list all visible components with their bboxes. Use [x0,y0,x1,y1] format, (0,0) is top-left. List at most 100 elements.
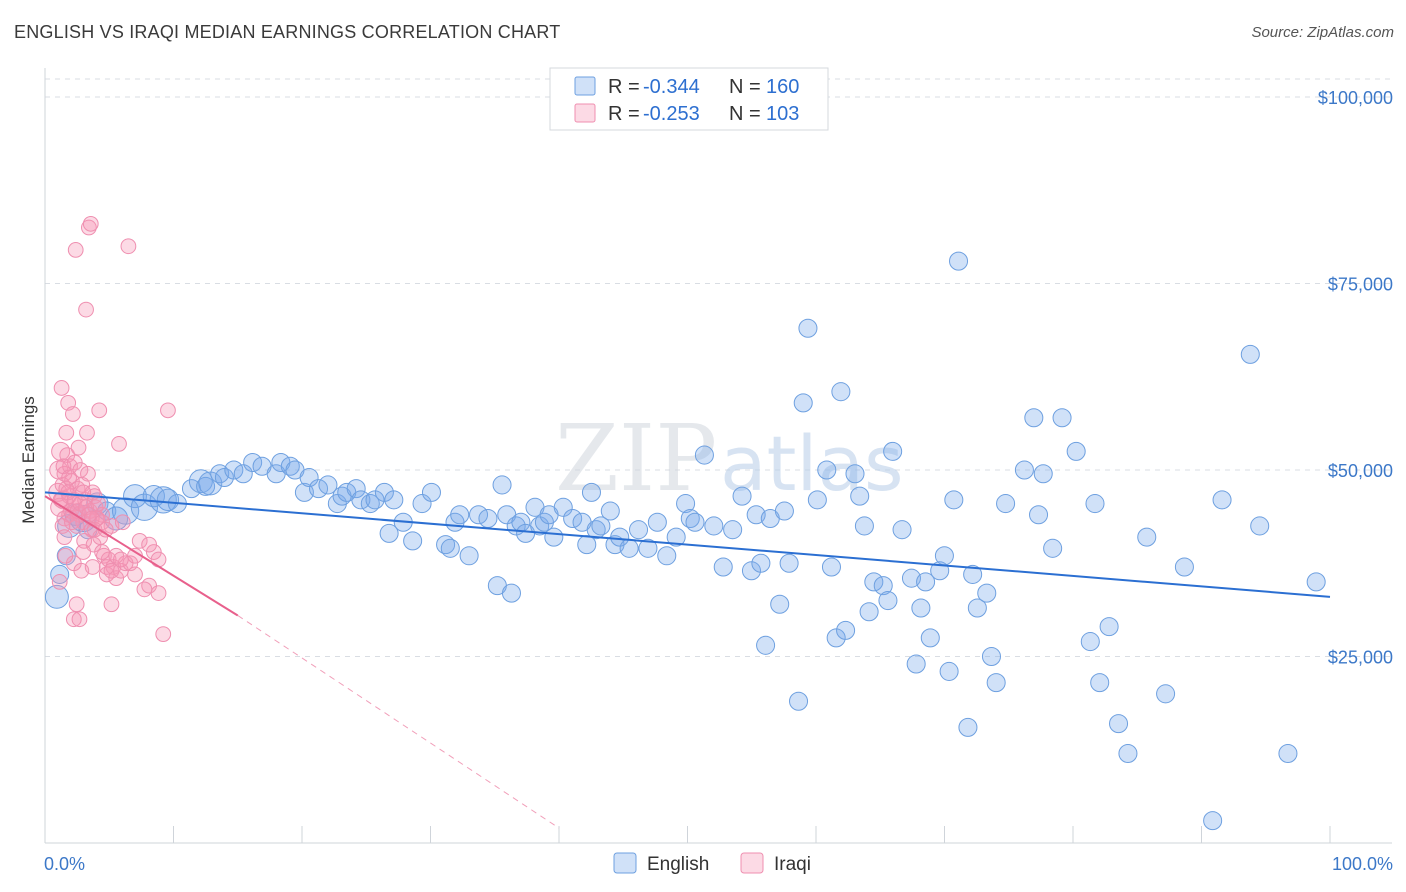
point-english [294,482,314,502]
point-iraqi [160,402,176,419]
point-english [685,512,705,532]
point-english [111,497,140,525]
y-tick-label: $100,000 [1318,88,1393,108]
point-iraqi [111,436,127,452]
legend-iraqi-label: Iraqi [774,854,811,875]
point-english [1212,490,1232,510]
stats-legend-english-swatch [574,76,596,96]
stats-legend-iraqi-n-label: N = [729,103,761,125]
point-english [1240,344,1260,364]
point-iraqi [114,514,131,531]
point-english [1029,505,1049,525]
point-english [123,484,147,509]
point-english [563,508,583,529]
point-english [1250,516,1270,536]
point-english [1052,408,1072,428]
point-english [638,538,658,558]
point-english [883,441,903,461]
point-english [351,490,371,510]
stats-legend-english-n-label: N = [729,76,761,98]
x-tick-label-end: 100.0% [1332,854,1393,874]
point-english [958,717,978,737]
point-iraqi [68,596,85,613]
stats-legend-box [549,67,829,131]
point-iraqi [67,242,84,258]
point-english [817,460,837,480]
point-iraqi [51,574,68,590]
point-english [798,318,818,338]
point-english [944,490,964,510]
point-english [224,460,244,480]
stats-legend-english-r-label: R = [608,76,640,98]
point-english [949,251,969,271]
point-iraqi [78,301,94,318]
point-iraqi [91,402,108,419]
point-english [864,572,884,592]
point-english [299,467,319,487]
point-iraqi [70,439,87,456]
point-iraqi [56,529,73,546]
point-english [1014,460,1034,480]
legend-english-swatch [613,852,637,874]
point-english [911,598,931,618]
stats-legend-iraqi-n-value: 103 [766,103,799,125]
point-english [845,464,865,484]
point-english [756,635,776,655]
point-english [403,531,423,551]
point-english [412,494,432,514]
point-english [459,546,479,566]
point-english [492,475,512,495]
point-english [657,546,677,566]
point-english [647,512,667,532]
point-english [591,516,611,536]
point-iraqi [94,514,110,531]
point-english [906,654,926,674]
point-english [440,538,460,558]
point-english [793,393,813,413]
point-english [233,464,253,484]
stats-legend-iraqi-r-label: R = [608,103,640,125]
point-english [156,488,180,511]
point-english [774,501,794,521]
point-english [1109,714,1129,734]
point-english [44,584,69,609]
point-english [694,445,714,465]
point-english [619,538,639,558]
point-english [1118,743,1138,763]
point-english [346,479,366,499]
point-english [469,505,489,525]
point-iraqi [61,469,77,486]
point-english [732,486,752,506]
point-english [901,568,921,588]
point-iraqi [65,406,81,422]
point-english [1024,408,1044,428]
point-english [553,497,573,517]
y-tick-label: $75,000 [1328,275,1393,295]
point-english [916,572,936,592]
point-english [770,594,790,614]
point-english [1085,494,1105,514]
point-english [666,527,686,547]
data-points [44,215,1326,831]
point-iraqi [150,551,167,568]
point-english [741,561,761,581]
point-english [981,646,1001,667]
point-iraqi [155,626,172,642]
stats-legend: R = -0.344 N = 160 R = -0.253 N = 103 [549,67,829,131]
point-english [836,620,856,640]
point-iraqi [113,551,129,568]
chart-source: Source: ZipAtlas.com [1251,24,1394,41]
point-english [704,516,724,536]
point-iraqi [80,465,96,482]
point-english [1203,811,1223,831]
point-english [309,479,329,499]
point-english [821,557,841,577]
point-english [1174,557,1194,577]
point-iraqi [65,611,82,628]
point-iraqi [84,559,101,575]
point-english [214,467,234,487]
point-english [1090,673,1110,693]
point-english [878,591,898,611]
point-english [581,482,601,502]
